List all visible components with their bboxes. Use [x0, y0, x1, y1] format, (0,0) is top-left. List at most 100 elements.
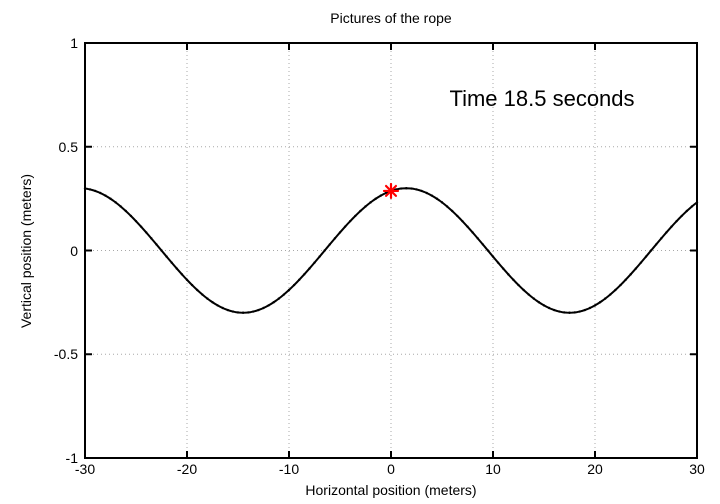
rope-point	[425, 191, 428, 195]
rope-point	[109, 197, 112, 200]
rope-point	[517, 283, 520, 287]
y-tick-label: 0.5	[58, 138, 78, 155]
rope-point	[660, 237, 663, 240]
rope-point	[532, 297, 535, 300]
rope-point	[634, 267, 637, 270]
rope-point	[522, 288, 525, 292]
rope-point	[440, 201, 444, 204]
rope-point	[451, 209, 454, 213]
rope-point	[262, 306, 265, 310]
rope-point	[588, 306, 592, 310]
rope-point	[675, 219, 678, 223]
rope-point	[236, 311, 240, 314]
rope-point	[491, 255, 495, 258]
rope-point	[221, 306, 224, 310]
rope-point	[129, 214, 133, 218]
rope-point	[226, 308, 229, 312]
rope-point	[568, 311, 571, 314]
rope-point	[578, 310, 581, 313]
rope-point	[211, 301, 214, 304]
rope-point	[185, 278, 189, 282]
rope-point	[583, 308, 586, 312]
rope-point	[604, 297, 607, 300]
rope-point	[466, 225, 469, 228]
rope-point	[201, 293, 204, 296]
rope-point	[496, 261, 500, 264]
y-tick-label: -1	[65, 450, 78, 466]
rope-point	[573, 311, 576, 314]
rope-point	[94, 189, 97, 193]
rope-point	[190, 283, 194, 287]
x-tick-label: -20	[176, 461, 198, 477]
rope-point	[685, 209, 688, 213]
rope-point	[139, 225, 143, 228]
rope-point	[165, 255, 168, 258]
rope-point	[624, 278, 627, 282]
rope-point	[481, 243, 484, 246]
rope-point	[690, 205, 694, 208]
marker-asterisk	[384, 184, 398, 197]
rope-point	[196, 288, 199, 292]
rope-point	[435, 197, 439, 200]
rope-point	[180, 273, 184, 276]
rope-point	[88, 188, 92, 191]
rope-point	[374, 197, 377, 200]
rope-point	[547, 306, 551, 310]
rope-point	[318, 255, 321, 258]
rope-point	[99, 191, 102, 195]
rope-point	[507, 273, 510, 276]
rope-point	[303, 273, 306, 276]
rope-point	[649, 249, 653, 252]
rope-point	[282, 293, 286, 296]
rope-point	[272, 301, 275, 304]
rope-point	[287, 288, 291, 292]
rope-point	[512, 278, 515, 282]
x-axis-label: Horizontal position (meters)	[305, 482, 477, 498]
rope-point	[170, 261, 173, 264]
rope-point	[665, 231, 668, 234]
y-tick-label: 0	[70, 242, 78, 259]
rope-point	[609, 293, 612, 296]
rope-point	[542, 304, 546, 307]
rope-point	[655, 243, 658, 246]
y-tick-label: 1	[70, 35, 78, 51]
rope-point	[119, 205, 122, 208]
chart-title: Pictures of the rope	[330, 10, 452, 26]
rope-point	[308, 267, 311, 270]
rope-point	[231, 310, 235, 313]
rope-point	[486, 249, 490, 252]
rope-point	[461, 219, 464, 223]
rope-point	[629, 273, 632, 276]
rope-point	[252, 310, 255, 313]
rope-point	[124, 209, 128, 213]
rope-point	[379, 194, 382, 197]
rope-point	[175, 267, 178, 270]
rope-point	[502, 267, 505, 270]
rope-point	[456, 214, 459, 218]
rope-point	[349, 219, 352, 223]
rope-point	[471, 231, 474, 234]
rope-point	[384, 191, 388, 195]
rope-point	[639, 261, 643, 264]
rope-point	[670, 225, 673, 228]
rope-point	[292, 283, 296, 287]
rope-point	[400, 187, 403, 190]
rope-point	[430, 194, 433, 197]
x-tick-label: 0	[387, 461, 395, 477]
rope-point	[614, 288, 617, 292]
rope-point	[420, 189, 423, 193]
rope-point	[537, 301, 541, 304]
rope-point	[338, 231, 342, 234]
rope-point	[206, 297, 209, 300]
rope-point	[298, 278, 301, 282]
x-tick-label: -30	[74, 461, 96, 477]
rope-point	[527, 293, 530, 296]
rope-point	[257, 308, 260, 312]
x-tick-label: 10	[485, 461, 501, 477]
rope-point	[267, 304, 270, 307]
x-tick-label: 20	[587, 461, 603, 477]
rope-point	[445, 205, 449, 208]
time-annotation: Time 18.5 seconds	[449, 86, 635, 111]
rope-point	[145, 231, 148, 234]
